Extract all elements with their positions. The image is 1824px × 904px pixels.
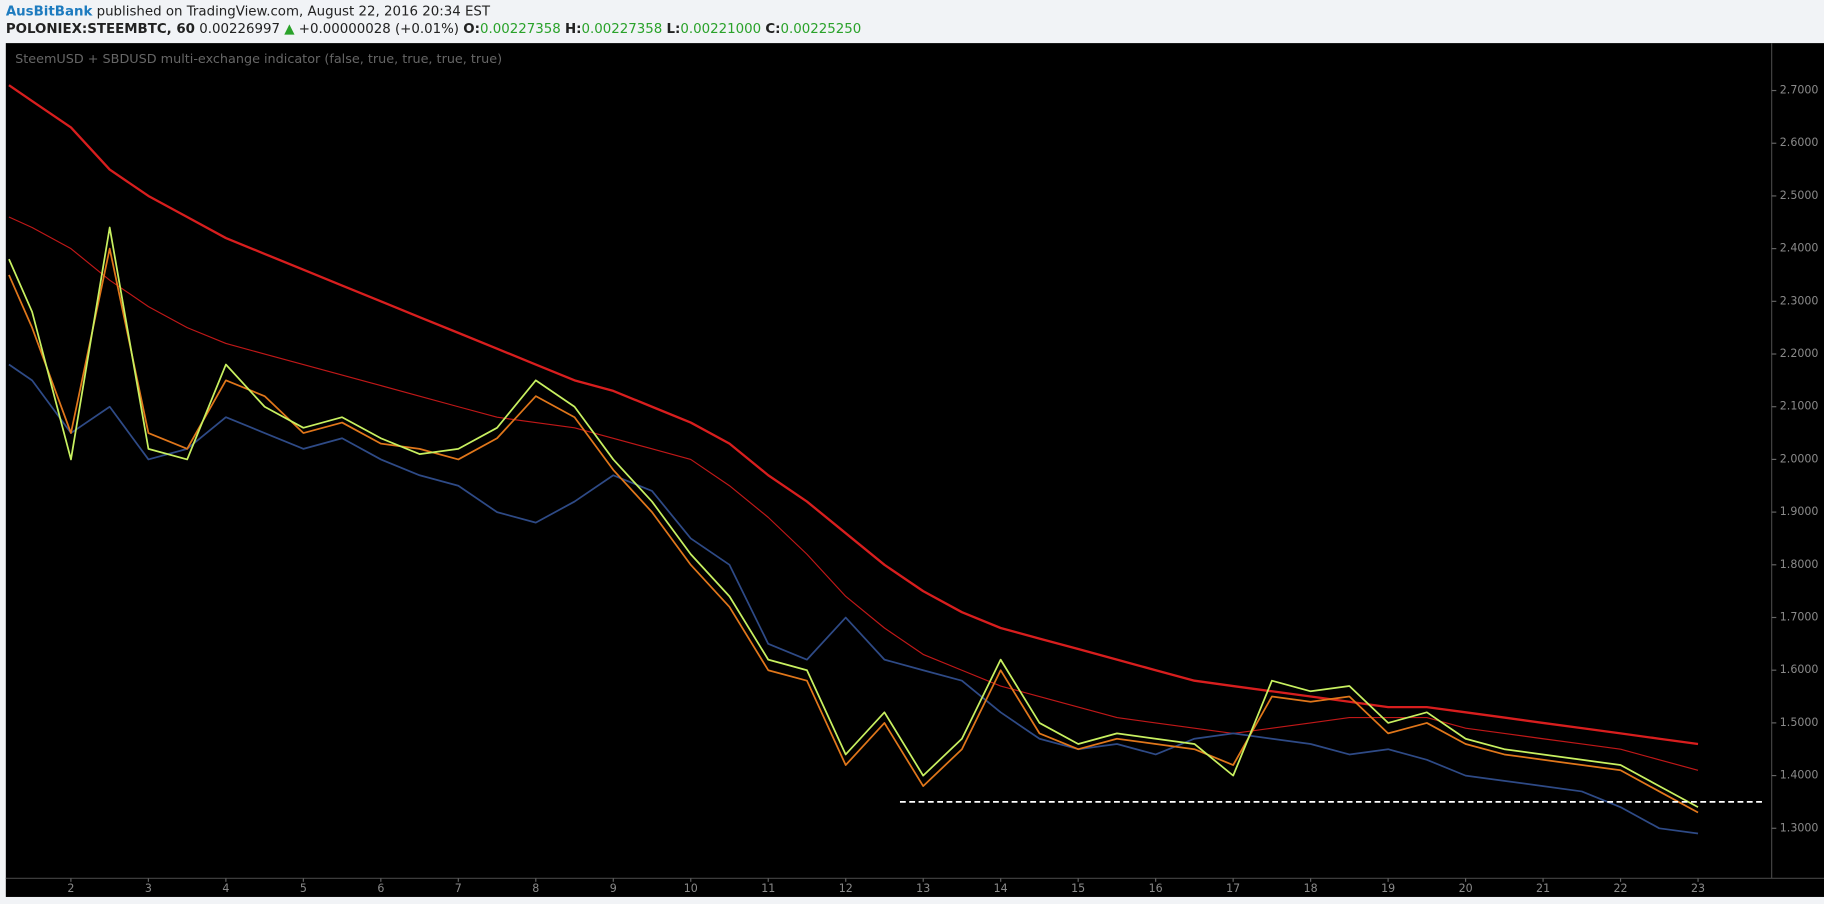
indicator-title: SteemUSD + SBDUSD multi-exchange indicat… xyxy=(15,52,502,67)
y-tick-label: 2.3000 xyxy=(1780,294,1819,307)
header-line-2: POLONIEX:STEEMBTC, 60 0.00226997 ▲ +0.00… xyxy=(6,22,861,37)
chart-background xyxy=(5,43,1824,897)
high: 0.00227358 xyxy=(582,22,663,37)
y-tick-label: 1.4000 xyxy=(1780,769,1819,782)
series-line xyxy=(8,226,1699,808)
x-tick-label: 12 xyxy=(839,882,853,895)
x-tick-label: 7 xyxy=(455,882,462,895)
x-tick-label: 22 xyxy=(1614,882,1628,895)
y-tick-label: 2.2000 xyxy=(1780,347,1819,360)
x-tick-label: 9 xyxy=(610,882,617,895)
change-arrow: ▲ xyxy=(284,22,295,37)
x-tick-label: 23 xyxy=(1691,882,1705,895)
x-tick-label: 18 xyxy=(1304,882,1318,895)
x-tick-label: 16 xyxy=(1149,882,1163,895)
x-tick-label: 3 xyxy=(145,882,152,895)
close: 0.00225250 xyxy=(781,22,862,37)
x-tick-label: 17 xyxy=(1226,882,1240,895)
x-tick-label: 13 xyxy=(916,882,930,895)
y-tick-label: 2.4000 xyxy=(1780,242,1819,255)
x-tick-label: 4 xyxy=(222,882,229,895)
y-tick-label: 1.8000 xyxy=(1780,558,1819,571)
series-line xyxy=(8,247,1699,814)
y-tick-label: 1.6000 xyxy=(1780,663,1819,676)
series-line xyxy=(8,363,1699,835)
x-tick-label: 11 xyxy=(761,882,775,895)
x-tick-label: 10 xyxy=(684,882,698,895)
author[interactable]: AusBitBank xyxy=(6,5,94,20)
y-tick-label: 2.7000 xyxy=(1780,84,1819,97)
y-tick-label: 1.7000 xyxy=(1780,610,1819,623)
x-tick-label: 21 xyxy=(1536,882,1550,895)
low: 0.00221000 xyxy=(680,22,761,37)
y-tick-label: 2.5000 xyxy=(1780,189,1819,202)
x-tick-label: 2 xyxy=(67,882,74,895)
open: 0.00227358 xyxy=(480,22,561,37)
open-label: O: xyxy=(463,22,480,37)
published: published on TradingView.com, August 22,… xyxy=(97,5,491,20)
high-label: H: xyxy=(565,22,582,37)
x-tick-label: 14 xyxy=(994,882,1008,895)
y-tick-label: 1.3000 xyxy=(1780,821,1819,834)
plot-area xyxy=(8,84,1764,835)
x-tick-label: 19 xyxy=(1381,882,1395,895)
series-line xyxy=(8,216,1699,771)
header-line-1: AusBitBank published on TradingView.com,… xyxy=(6,5,491,20)
last-price: 0.00226997 xyxy=(199,22,280,37)
change: +0.00000028 (+0.01%) xyxy=(299,22,459,37)
y-tick-label: 2.0000 xyxy=(1780,452,1819,465)
y-tick-label: 2.6000 xyxy=(1780,136,1819,149)
y-tick-label: 1.5000 xyxy=(1780,716,1819,729)
low-label: L: xyxy=(667,22,681,37)
x-tick-label: 15 xyxy=(1071,882,1085,895)
x-tick-label: 20 xyxy=(1459,882,1473,895)
close-label: C: xyxy=(765,22,780,37)
series-line xyxy=(8,84,1699,746)
x-tick-label: 6 xyxy=(377,882,384,895)
symbol: POLONIEX:STEEMBTC, 60 xyxy=(6,22,195,37)
x-tick-label: 5 xyxy=(300,882,307,895)
y-tick-label: 1.9000 xyxy=(1780,505,1819,518)
y-tick-label: 2.1000 xyxy=(1780,400,1819,413)
x-tick-label: 8 xyxy=(532,882,539,895)
